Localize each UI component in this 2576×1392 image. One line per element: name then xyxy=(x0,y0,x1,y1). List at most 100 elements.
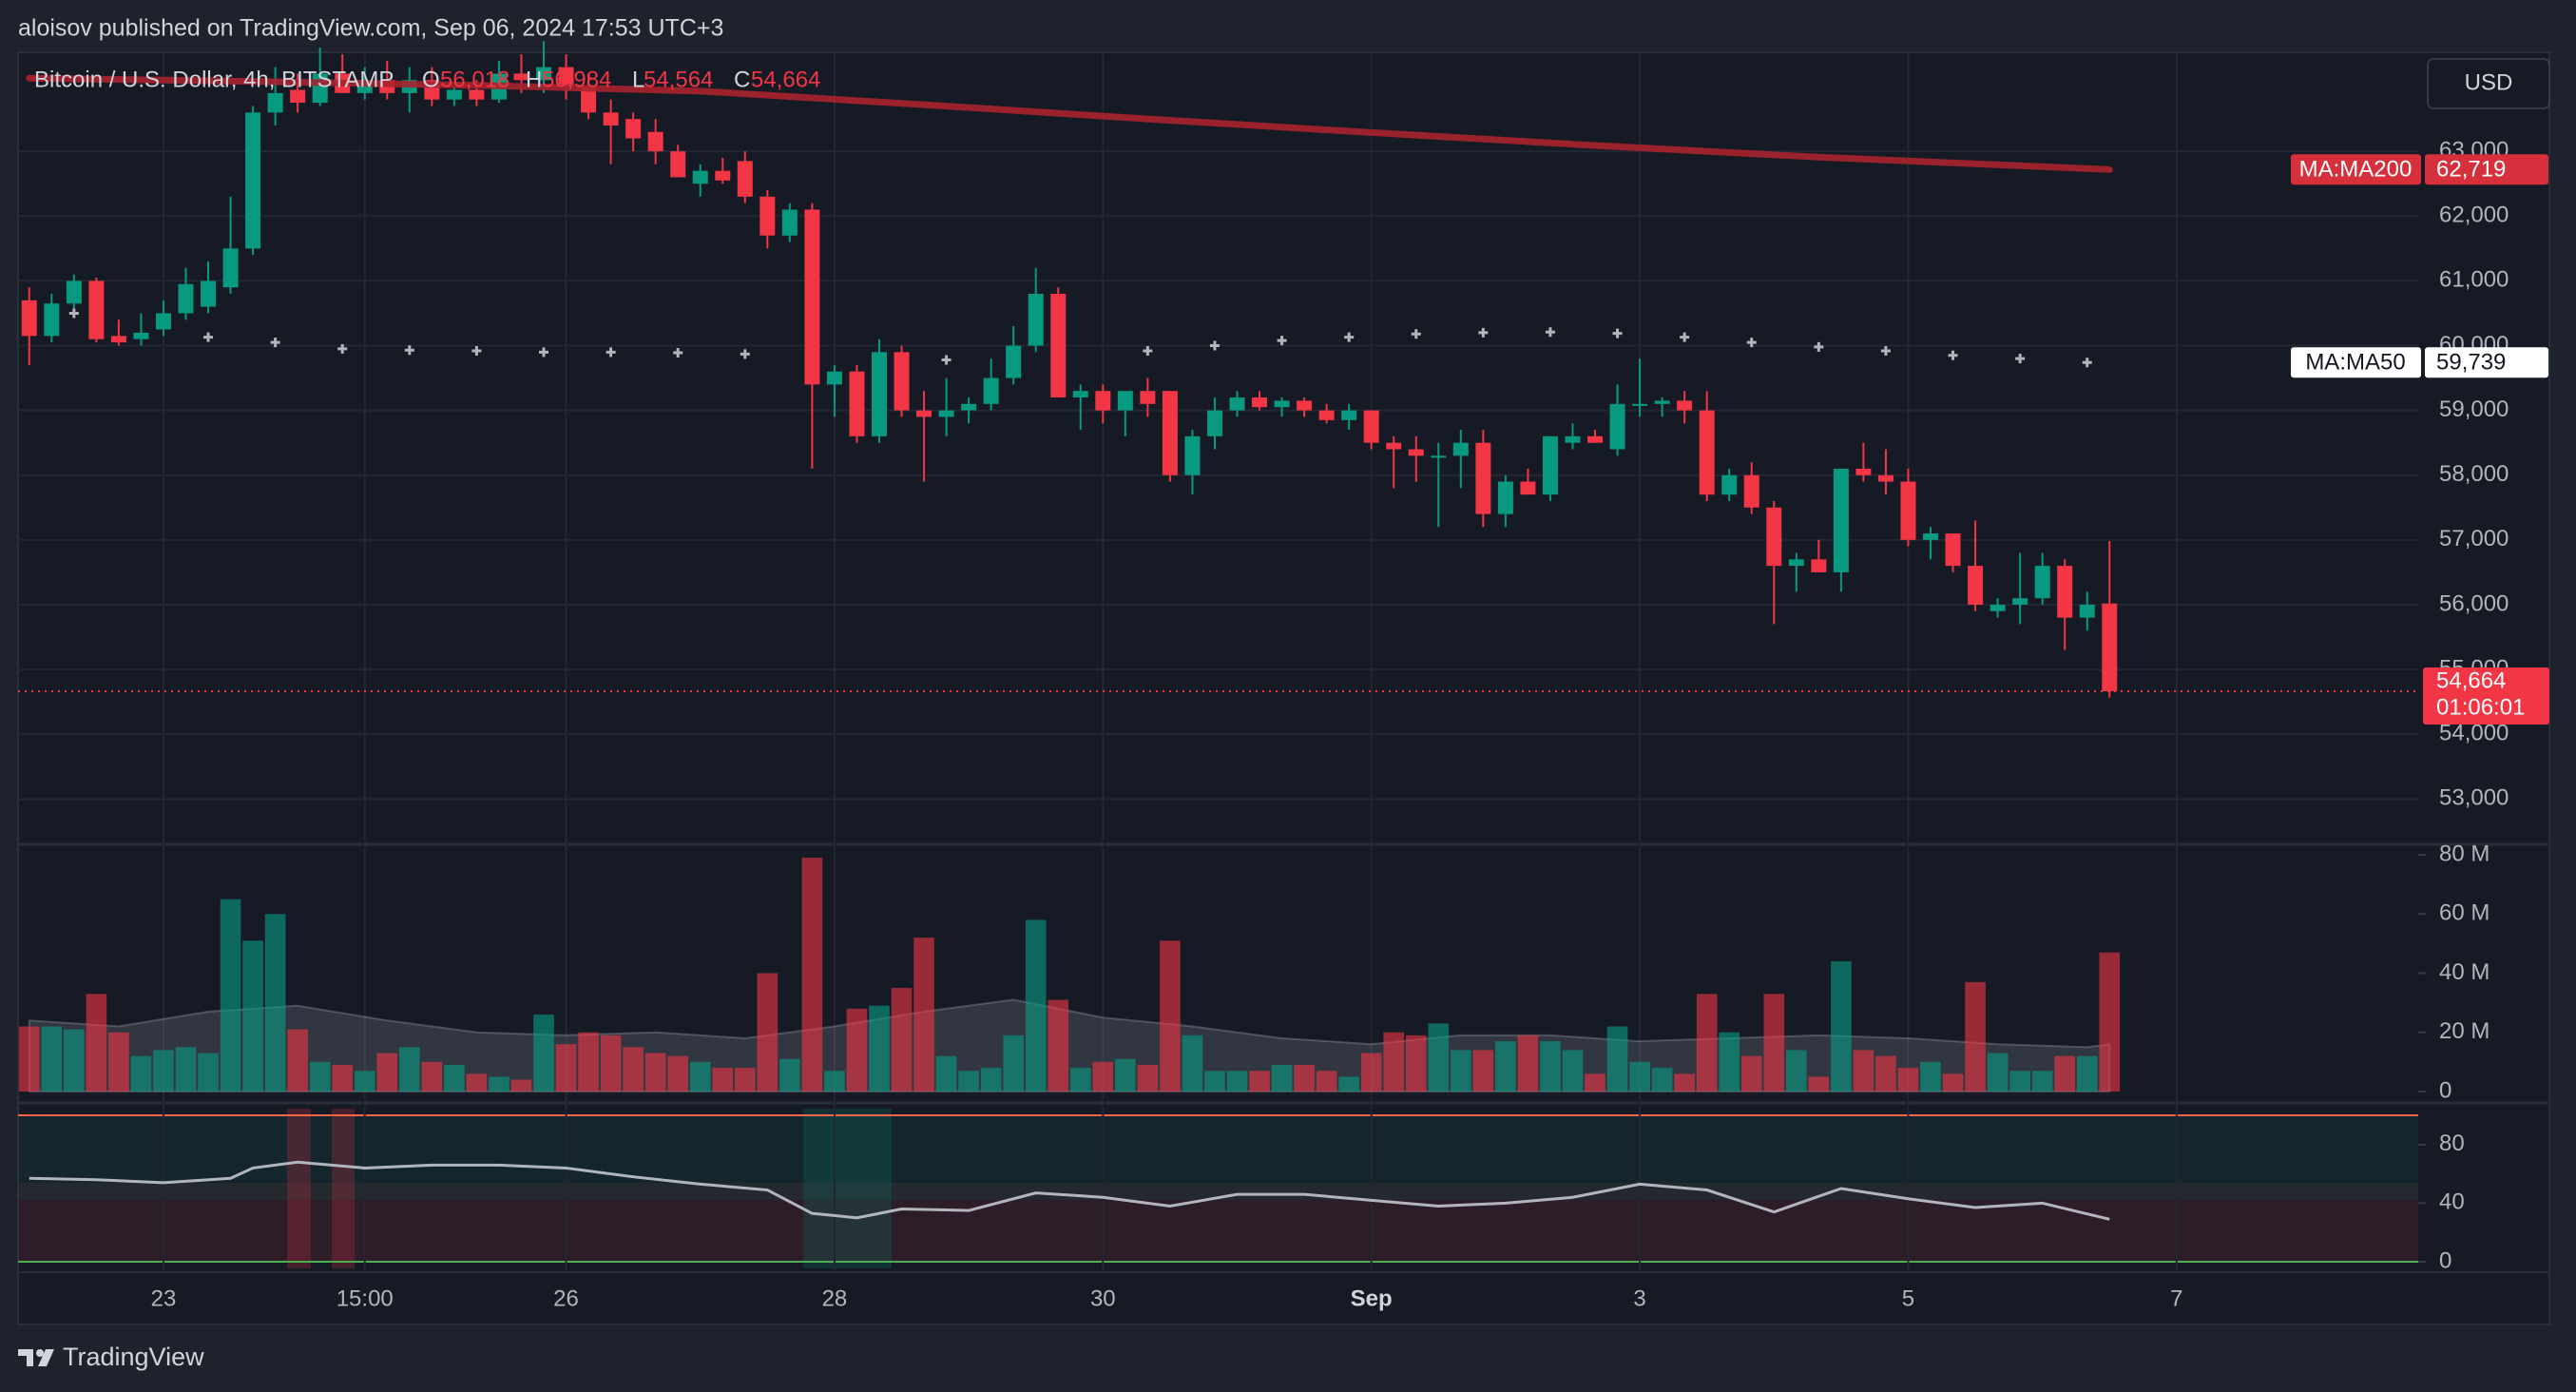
candle-body xyxy=(1386,442,1402,450)
logo-icon xyxy=(36,1349,44,1357)
volume-bar xyxy=(689,1061,711,1092)
candle-body xyxy=(1743,474,1759,508)
candle-body xyxy=(2057,566,2073,618)
volume-bar xyxy=(510,1079,532,1092)
countdown-label: 01:06:01 xyxy=(2436,694,2525,720)
volume-bar xyxy=(1517,1034,1539,1092)
candle-body xyxy=(1274,400,1290,408)
volume-bar xyxy=(869,1005,890,1092)
candle-body xyxy=(670,151,686,178)
candle-body xyxy=(513,73,529,81)
candle-body xyxy=(938,410,954,417)
volume-bar xyxy=(1450,1050,1471,1092)
ma50-cross xyxy=(1545,327,1555,338)
chart-frame xyxy=(17,51,2550,1325)
ma50-cross xyxy=(1680,332,1690,342)
ma50-cross xyxy=(1143,345,1153,356)
volume-bar xyxy=(1360,1053,1382,1092)
volume-bar xyxy=(2054,1055,2076,1092)
candle-body xyxy=(1609,403,1625,450)
currency-button-label[interactable]: USD xyxy=(2465,69,2513,95)
candle-body xyxy=(1855,468,1872,475)
volume-bar xyxy=(309,1061,331,1092)
candle-body xyxy=(1162,391,1178,475)
volume-bar xyxy=(555,1044,577,1092)
x-tick-label: 15:00 xyxy=(336,1286,394,1311)
candle-body xyxy=(603,112,619,126)
y-tick-label: 58,000 xyxy=(2439,461,2509,487)
ohlc-value: 54,664 xyxy=(751,67,820,92)
volume-bar xyxy=(1942,1073,1964,1092)
candle-body xyxy=(692,170,708,184)
volume-bar xyxy=(1428,1023,1450,1092)
ma50-cross xyxy=(941,355,952,365)
logo-icon xyxy=(18,1349,54,1366)
x-tick-label: 3 xyxy=(1633,1286,1645,1311)
volume-bar xyxy=(1495,1041,1516,1092)
candle-body xyxy=(1297,400,1313,411)
candle-body xyxy=(245,112,261,249)
ohlc-value: 54,564 xyxy=(644,67,713,92)
ma200-line xyxy=(26,74,2113,173)
volume-bar xyxy=(1808,1076,1830,1092)
volume-bar xyxy=(1562,1050,1584,1092)
volume-bar xyxy=(600,1034,622,1092)
candle-body xyxy=(1520,481,1536,495)
volume-bar xyxy=(1674,1073,1695,1092)
ma50-cross xyxy=(1948,350,1958,360)
overlay-name-box xyxy=(2291,347,2421,378)
overlay-value: 59,739 xyxy=(2436,350,2506,376)
volume-bar xyxy=(1965,981,1986,1092)
volume-bar xyxy=(1316,1071,1337,1092)
ma50-cross xyxy=(1344,332,1355,342)
volume-bar xyxy=(1696,994,1718,1092)
volume-bar xyxy=(1160,940,1181,1092)
volume-bar xyxy=(1249,1071,1270,1092)
volume-bar xyxy=(130,1055,152,1092)
volume-bar xyxy=(398,1047,420,1092)
volume-bar xyxy=(623,1047,644,1092)
candle-body xyxy=(1922,533,1938,540)
volume-bar xyxy=(1025,919,1047,1092)
candle-body xyxy=(1766,507,1782,567)
candle-body xyxy=(1341,410,1357,420)
volume-bar xyxy=(712,1068,734,1092)
candle-body xyxy=(44,303,60,337)
rsi-upper-zone xyxy=(18,1115,2418,1183)
ma50-cross xyxy=(740,349,750,359)
candle-body xyxy=(781,209,798,236)
candle-body xyxy=(804,209,820,385)
volume-bar xyxy=(824,1071,845,1092)
candle-body xyxy=(1721,474,1738,495)
y-tick-label: 62,000 xyxy=(2439,203,2509,228)
candle-body xyxy=(1497,481,1513,514)
volume-bar xyxy=(1763,994,1785,1092)
candle-body xyxy=(1677,400,1693,411)
volume-bar xyxy=(1606,1026,1628,1092)
volume-bar xyxy=(1920,1061,1941,1092)
ma50-cross xyxy=(404,345,414,356)
volume-bar xyxy=(1897,1068,1919,1092)
volume-bar xyxy=(287,1029,308,1092)
candle-body xyxy=(826,371,842,385)
volume-bar xyxy=(108,1032,129,1092)
volume-bar xyxy=(1853,1050,1874,1092)
volume-bar xyxy=(198,1053,219,1092)
ohlc-key: H xyxy=(526,67,542,92)
candle-body xyxy=(1654,400,1670,404)
volume-bar xyxy=(1271,1064,1293,1092)
y-tick-label: 56,000 xyxy=(2439,590,2509,616)
volume-tick-label: 60 M xyxy=(2439,900,2489,926)
candle-body xyxy=(1452,442,1469,456)
volume-bar xyxy=(376,1053,398,1092)
candle-body xyxy=(1990,604,2006,611)
volume-bar xyxy=(86,994,107,1092)
ma50-cross xyxy=(606,347,616,358)
rsi-highlight xyxy=(332,1109,355,1268)
volume-bar xyxy=(935,1055,957,1092)
rsi-tick-label: 80 xyxy=(2439,1131,2465,1156)
volume-bar xyxy=(1137,1064,1159,1092)
currency-button[interactable] xyxy=(2427,58,2550,109)
rsi-lower-zone xyxy=(18,1200,2418,1262)
volume-bar xyxy=(980,1068,1002,1092)
